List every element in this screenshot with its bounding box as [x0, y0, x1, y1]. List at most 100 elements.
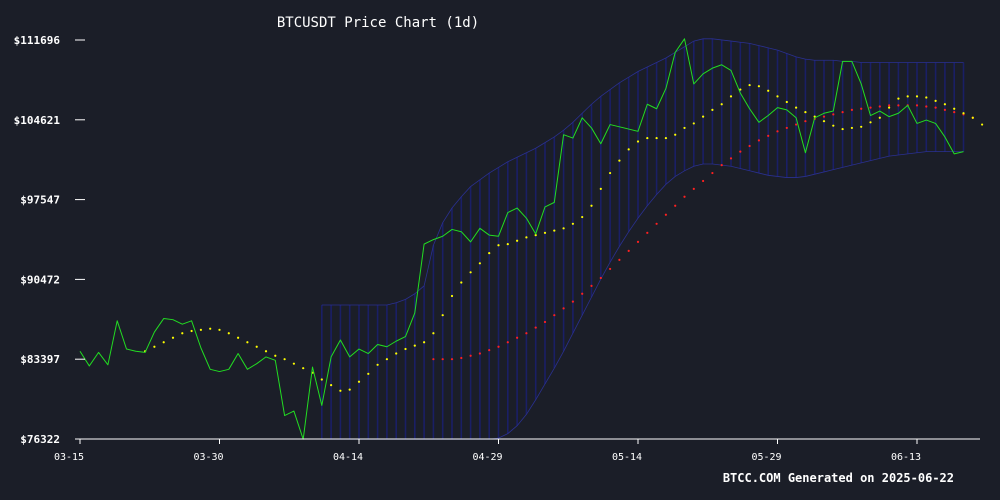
long-ma-point [943, 108, 947, 111]
short-ma-point [795, 106, 798, 109]
short-ma-point [674, 133, 677, 136]
long-ma-point [543, 320, 547, 324]
short-ma-point [757, 85, 761, 88]
long-ma-point [646, 231, 649, 234]
long-ma-point [460, 356, 463, 360]
short-ma-point [264, 350, 268, 353]
y-tick-label: $111696 [14, 34, 61, 47]
short-ma-point [785, 100, 788, 104]
short-ma-point [702, 115, 705, 118]
short-ma-point [646, 136, 649, 140]
x-tick-label: 04-14 [333, 452, 363, 463]
short-ma-point [330, 384, 333, 387]
long-ma-point [488, 349, 491, 352]
x-tick-label: 04-29 [472, 452, 502, 463]
short-ma-point [553, 229, 556, 232]
long-ma-point [655, 222, 658, 225]
short-ma-point [655, 136, 658, 140]
short-ma-point [255, 345, 258, 348]
x-axis-ticks: 03-15 03-30 04-14 04-29 05-14 05-29 06-13 [54, 439, 921, 463]
long-ma-point [702, 179, 705, 183]
short-ma-point [506, 243, 509, 246]
x-tick-label: 06-13 [891, 452, 921, 463]
short-ma-point [934, 99, 937, 102]
short-ma-point [190, 329, 193, 333]
long-ma-point [860, 107, 863, 110]
y-tick-label: $76322 [20, 433, 60, 446]
long-ma-point [888, 104, 891, 107]
short-ma-point [488, 252, 491, 255]
short-ma-point [925, 96, 928, 99]
short-ma-point [636, 140, 640, 143]
long-ma-point [432, 358, 435, 361]
short-ma-point [878, 116, 881, 119]
short-ma-point [748, 83, 751, 87]
short-ma-point [971, 116, 974, 119]
long-ma-point [776, 130, 779, 133]
x-tick-label: 05-14 [612, 452, 642, 463]
short-ma-point [906, 95, 909, 98]
long-ma-point [841, 111, 844, 114]
long-ma-point [925, 105, 928, 108]
short-ma-point [385, 358, 388, 361]
long-ma-point [516, 336, 519, 339]
short-ma-point [915, 95, 919, 98]
footer-credit: BTCC.COM Generated on 2025-06-22 [723, 471, 954, 485]
short-ma-point [832, 124, 835, 127]
short-ma-point [227, 332, 230, 335]
y-tick-label: $97547 [20, 194, 60, 207]
long-ma-point [915, 104, 919, 107]
short-ma-point [599, 187, 602, 190]
long-ma-point [553, 314, 556, 317]
long-ma-point [720, 164, 723, 167]
long-ma-point [757, 139, 761, 142]
long-ma-point [878, 105, 881, 108]
band-upper-edge [321, 38, 964, 306]
short-ma-point [302, 367, 305, 370]
long-ma-point [441, 358, 444, 361]
short-ma-point [497, 244, 500, 247]
short-ma-point [729, 95, 733, 98]
short-ma-point [274, 354, 277, 357]
short-ma-point [860, 125, 863, 128]
short-moving-average-series [144, 83, 984, 392]
short-ma-point [218, 328, 221, 331]
short-ma-point [237, 336, 240, 339]
long-ma-point [748, 144, 751, 148]
short-ma-point [683, 126, 686, 130]
short-ma-point [441, 314, 444, 317]
long-ma-point [953, 111, 956, 114]
long-ma-point [869, 106, 872, 109]
short-ma-point [450, 294, 454, 298]
long-ma-point [450, 358, 454, 361]
price-line [79, 38, 964, 440]
long-ma-point [627, 249, 630, 252]
x-tick-label: 03-15 [54, 452, 84, 463]
short-ma-point [339, 389, 342, 392]
short-ma-point [171, 336, 175, 339]
short-ma-point [432, 332, 435, 335]
short-ma-point [404, 347, 407, 351]
short-ma-point [627, 148, 630, 151]
long-ma-point [683, 195, 686, 198]
short-ma-point [181, 332, 184, 335]
long-ma-point [711, 171, 714, 175]
short-ma-point [534, 233, 537, 237]
long-ma-point [795, 123, 798, 126]
bollinger-band [320, 38, 965, 440]
x-tick-label: 05-29 [751, 452, 781, 463]
short-ma-point [739, 88, 742, 91]
short-ma-point [283, 358, 286, 361]
short-ma-point [395, 352, 398, 355]
short-ma-point [320, 378, 323, 381]
long-ma-point [664, 213, 668, 216]
long-ma-point [804, 120, 807, 123]
short-ma-point [953, 107, 956, 110]
short-ma-point [590, 204, 593, 207]
long-ma-point [478, 352, 481, 355]
long-ma-point [525, 332, 528, 335]
short-ma-point [767, 89, 770, 92]
y-tick-label: $83397 [20, 353, 60, 366]
long-ma-point [534, 326, 537, 329]
